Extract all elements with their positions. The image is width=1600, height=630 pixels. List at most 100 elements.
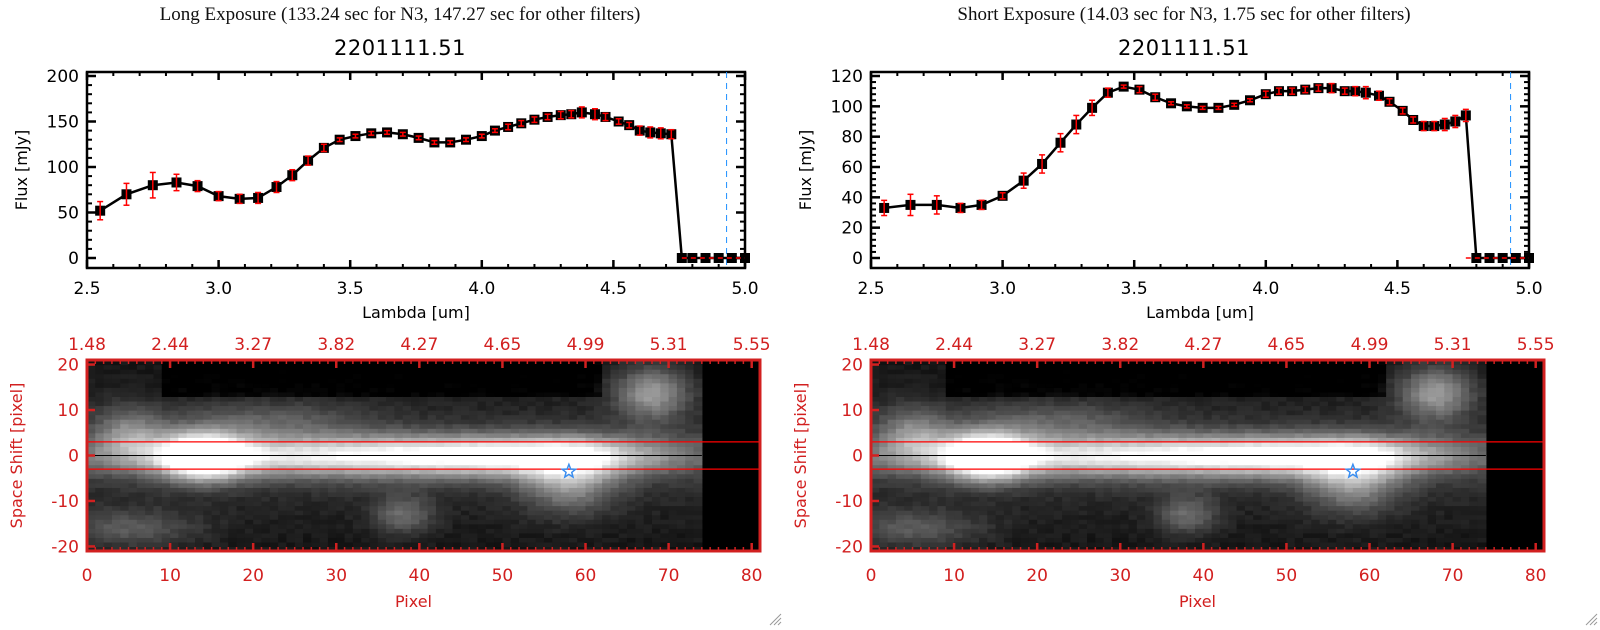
- image-pixel: [1003, 441, 1013, 448]
- image-pixel: [435, 414, 445, 420]
- image-pixel: [1037, 496, 1047, 502]
- image-pixel: [945, 523, 955, 529]
- image-pixel: [369, 523, 379, 529]
- image-pixel: [411, 469, 420, 475]
- image-pixel: [610, 455, 620, 461]
- image-pixel: [261, 491, 271, 498]
- image-pixel: [402, 478, 412, 484]
- image-pixel: [120, 514, 130, 520]
- image-pixel: [494, 537, 504, 543]
- image-pixel: [1020, 387, 1030, 393]
- image-pixel: [543, 428, 553, 434]
- image-pixel: [186, 496, 196, 502]
- image-pixel: [904, 364, 914, 370]
- image-pixel: [643, 478, 653, 484]
- image-pixel: [1062, 373, 1072, 379]
- image-pixel: [1012, 432, 1022, 438]
- image-pixel: [510, 510, 520, 516]
- image-pixel: [1028, 373, 1038, 379]
- image-pixel: [945, 546, 955, 552]
- image-pixel: [970, 478, 980, 484]
- image-pixel: [369, 414, 379, 420]
- image-pixel: [170, 400, 179, 407]
- image-pixel: [1037, 541, 1047, 548]
- image-pixel: [1037, 437, 1047, 443]
- image-pixel: [469, 419, 479, 425]
- image-pixel: [904, 491, 914, 498]
- image-pixel: [228, 460, 238, 466]
- image-pixel: [627, 446, 636, 452]
- image-pixel: [912, 464, 922, 470]
- image-pixel: [236, 514, 246, 520]
- image-pixel: [336, 546, 346, 552]
- image-pixel: [527, 514, 537, 520]
- image-pixel: [170, 369, 179, 375]
- image-pixel: [336, 532, 346, 538]
- image-pixel: [228, 537, 238, 543]
- image-pixel: [912, 514, 922, 520]
- image-pixel: [685, 396, 695, 402]
- x-tick-label: 4.5: [600, 279, 627, 299]
- image-pixel: [887, 400, 897, 407]
- image-pixel: [444, 487, 454, 493]
- image-pixel: [1012, 391, 1022, 397]
- image-pixel: [128, 387, 138, 393]
- image-pixel: [602, 450, 612, 457]
- image-pixel: [336, 510, 346, 516]
- image-pixel: [377, 369, 387, 375]
- image-pixel: [485, 487, 495, 493]
- image-pixel: [95, 446, 105, 452]
- image-pixel: [970, 369, 980, 375]
- image-pixel: [651, 537, 661, 543]
- image-pixel: [693, 369, 703, 375]
- image-pixel: [494, 378, 504, 384]
- image-pixel: [535, 537, 545, 543]
- image-pixel: [560, 360, 570, 366]
- image-pixel: [294, 519, 304, 525]
- image-pixel: [660, 460, 670, 466]
- image-pixel: [444, 496, 454, 502]
- image-pixel: [361, 364, 371, 370]
- image-pixel: [319, 446, 329, 452]
- image-pixel: [327, 391, 337, 397]
- image-pixel: [1012, 532, 1022, 538]
- image-pixel: [469, 391, 479, 397]
- image-pixel: [435, 460, 445, 466]
- image-pixel: [929, 532, 939, 538]
- image-pixel: [211, 464, 221, 470]
- image-pixel: [871, 419, 880, 425]
- image-pixel: [660, 428, 670, 434]
- image-pixel: [1053, 360, 1063, 366]
- image-pixel: [386, 514, 396, 520]
- image-pixel: [269, 373, 279, 379]
- image-pixel: [394, 441, 404, 448]
- image-pixel: [419, 455, 429, 461]
- image-pixel: [510, 496, 520, 502]
- image-pixel: [987, 473, 997, 479]
- image-pixel: [527, 478, 537, 484]
- image-pixel: [1062, 532, 1072, 538]
- image-pixel: [979, 460, 988, 466]
- image-pixel: [560, 532, 570, 538]
- image-pixel: [336, 478, 346, 484]
- image-pixel: [485, 373, 495, 379]
- image-pixel: [452, 537, 462, 543]
- image-pixel: [269, 510, 279, 516]
- image-pixel: [303, 455, 312, 461]
- image-pixel: [929, 428, 939, 434]
- image-pixel: [904, 373, 914, 379]
- image-pixel: [887, 364, 897, 370]
- image-pixel: [253, 391, 263, 397]
- image-pixel: [685, 487, 695, 493]
- image-pixel: [87, 519, 96, 525]
- image-pixel: [319, 491, 329, 498]
- image-pixel: [610, 541, 620, 548]
- image-pixel: [361, 391, 371, 397]
- image-pixel: [970, 428, 980, 434]
- image-pixel: [111, 469, 121, 475]
- image-pixel: [311, 455, 321, 461]
- image-pixel: [435, 510, 445, 516]
- image-pixel: [170, 423, 179, 429]
- image-pixel: [1028, 391, 1038, 397]
- image-pixel: [261, 496, 271, 502]
